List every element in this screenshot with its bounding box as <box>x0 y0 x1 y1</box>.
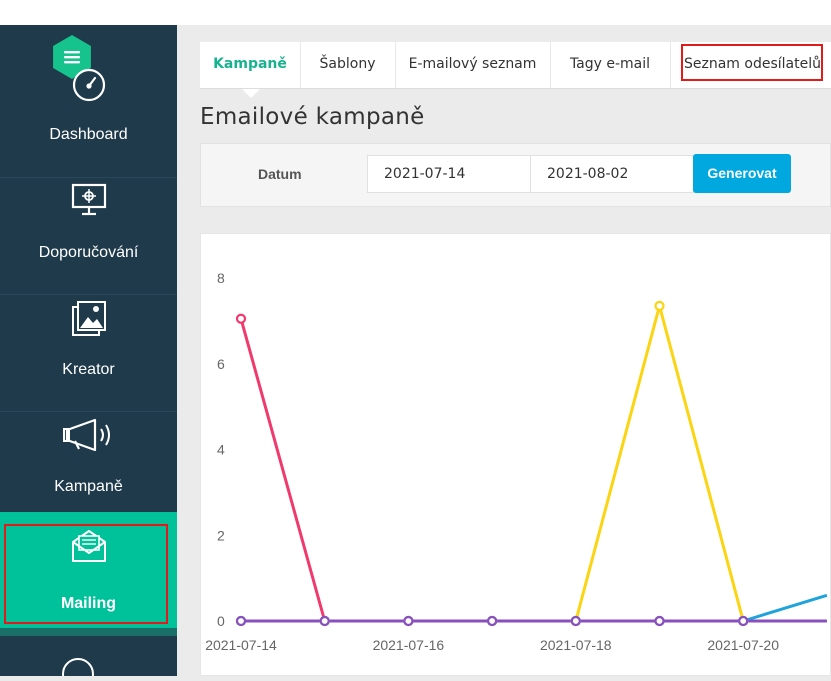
divider <box>300 42 301 88</box>
x-tick-label: 2021-07-16 <box>373 637 445 653</box>
top-bar <box>0 0 831 25</box>
sidebar-item-label: Doporučování <box>38 244 139 261</box>
open-envelope-icon <box>71 530 106 562</box>
chart-panel: 0 2 4 6 8 2021-07-14 2021-07-16 2021-07-18 2021-… <box>200 233 831 676</box>
sidebar-item-label: Kampaně <box>54 478 123 495</box>
sidebar-item-dashboard[interactable]: Dashboard <box>0 57 177 177</box>
data-point <box>319 615 330 627</box>
data-point <box>570 615 581 627</box>
data-point <box>654 615 665 627</box>
sidebar-item-kreator[interactable]: Kreator <box>0 295 177 411</box>
gauge-icon <box>72 68 105 102</box>
sidebar-item-label: Kreator <box>62 361 115 378</box>
date-from-input[interactable]: 2021-07-14 <box>367 155 531 193</box>
date-label: Datum <box>258 166 302 182</box>
presentation-icon <box>71 183 106 216</box>
data-point <box>654 300 665 311</box>
megaphone-icon <box>62 418 110 452</box>
search-icon[interactable] <box>62 658 94 676</box>
x-tick-label: 2021-07-18 <box>540 637 612 653</box>
tab-emailovy-seznam[interactable]: E-mailový seznam <box>408 56 537 72</box>
divider <box>0 411 177 412</box>
page-title: Emailové kampaně <box>200 104 425 130</box>
y-tick-label: 4 <box>217 442 225 458</box>
data-point <box>403 615 414 627</box>
series-line <box>241 304 827 623</box>
tab-tagy-email[interactable]: Tagy e-mail <box>569 56 651 72</box>
y-tick-label: 6 <box>217 356 225 372</box>
tab-bar: Kampaně Šablony E-mailový seznam Tagy e-… <box>200 42 831 89</box>
tab-seznam-odesilatelu[interactable]: Seznam odesílatelů <box>684 56 821 72</box>
image-gallery-icon <box>71 301 106 336</box>
tab-kampane[interactable]: Kampaně <box>213 56 287 72</box>
data-point <box>738 615 749 627</box>
divider <box>0 294 177 295</box>
sidebar-item-doporucovani[interactable]: Doporučování <box>0 178 177 294</box>
data-point <box>487 615 498 627</box>
divider <box>0 177 177 178</box>
y-tick-label: 8 <box>217 270 225 286</box>
y-tick-label: 0 <box>217 613 225 629</box>
hamburger-icon <box>64 51 80 64</box>
x-tick-label: 2021-07-20 <box>707 637 779 653</box>
data-point <box>235 313 247 324</box>
y-tick-label: 2 <box>217 527 225 543</box>
divider <box>395 42 396 88</box>
divider <box>550 42 551 88</box>
sidebar-item-label: Dashboard <box>49 126 128 143</box>
generate-button[interactable]: Generovat <box>693 154 791 193</box>
data-point <box>235 615 247 627</box>
active-tab-caret <box>242 89 260 98</box>
series-line <box>239 318 827 623</box>
tab-sablony[interactable]: Šablony <box>319 56 376 72</box>
date-to-input[interactable]: 2021-08-02 <box>530 155 694 193</box>
sidebar-item-kampane[interactable]: Kampaně <box>0 412 177 529</box>
sidebar: Dashboard Doporučování Kreat <box>0 25 177 676</box>
campaign-line-chart: 0 2 4 6 8 2021-07-14 2021-07-16 2021-07-18 2021-… <box>205 270 828 653</box>
sidebar-item-mailing[interactable]: Mailing <box>0 512 177 628</box>
date-filter-panel: Datum 2021-07-14 2021-08-02 Generovat <box>200 143 831 207</box>
active-indicator <box>0 628 177 636</box>
divider <box>670 42 671 88</box>
x-tick-label: 2021-07-14 <box>205 637 277 653</box>
sidebar-item-label: Mailing <box>60 595 117 612</box>
